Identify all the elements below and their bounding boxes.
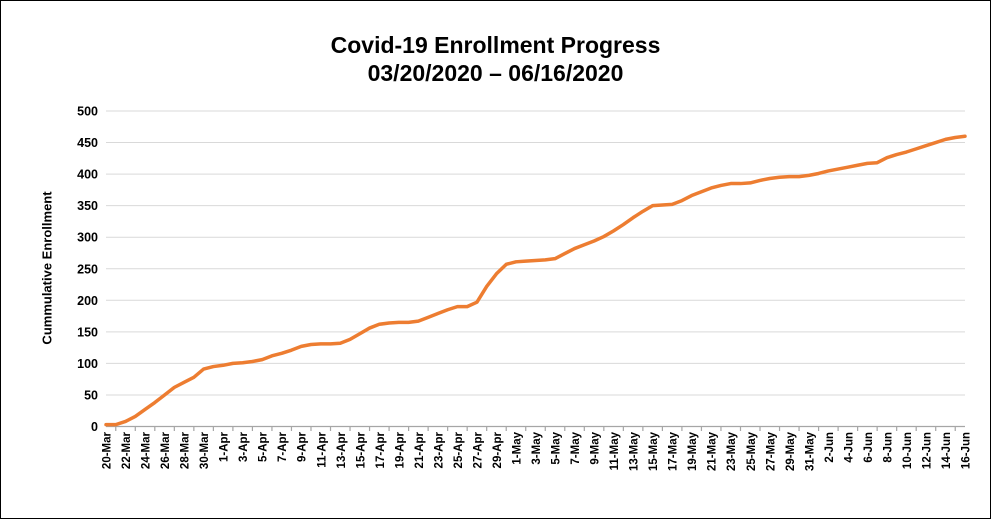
x-tick-label: 25-May <box>746 431 758 471</box>
chart-title-line2: 03/20/2020 – 06/16/2020 <box>367 60 624 87</box>
x-tick-label: 13-May <box>629 431 641 471</box>
x-tick-label: 1-May <box>511 431 523 464</box>
x-tick-label: 2-Jun <box>824 432 836 463</box>
x-tick-label: 31-May <box>804 431 816 471</box>
x-tick-label: 9-May <box>590 431 602 464</box>
x-tick-label: 13-Apr <box>336 431 348 468</box>
x-tick-label: 30-Mar <box>199 431 211 469</box>
x-tick-label: 19-May <box>687 431 699 471</box>
x-tick-label: 16-Jun <box>961 432 973 469</box>
x-tick-label: 15-May <box>648 431 660 471</box>
x-tick-label: 22-Mar <box>121 431 133 469</box>
x-tick-label: 5-Apr <box>258 431 270 462</box>
y-tick-label: 450 <box>77 136 98 150</box>
x-tick-label: 5-May <box>551 431 563 464</box>
x-tick-label: 3-Apr <box>238 431 250 462</box>
x-tick-label: 4-Jun <box>843 432 855 463</box>
x-tick-label: 28-Mar <box>180 431 192 469</box>
x-tick-label: 11-Apr <box>316 431 328 467</box>
x-tick-label: 12-Jun <box>921 432 933 469</box>
x-tick-label: 9-Apr <box>297 431 309 462</box>
x-tick-label: 27-May <box>765 431 777 471</box>
x-tick-label: 26-Mar <box>160 431 172 469</box>
chart-title-line1: Covid-19 Enrollment Progress <box>330 32 661 58</box>
y-tick-label: 400 <box>77 168 98 182</box>
x-tick-label: 29-May <box>785 431 797 471</box>
x-tick-label: 19-Apr <box>394 431 406 468</box>
y-tick-label: 300 <box>77 231 98 245</box>
x-tick-label: 24-Mar <box>141 431 153 469</box>
x-tick-label: 15-Apr <box>355 431 367 468</box>
x-tick-label: 21-Apr <box>414 431 426 468</box>
x-tick-label: 10-Jun <box>902 432 914 469</box>
y-tick-label: 0 <box>91 420 98 434</box>
y-tick-label: 100 <box>77 357 98 371</box>
y-tick-label: 500 <box>77 105 98 119</box>
y-tick-label: 350 <box>77 199 98 213</box>
x-tick-label: 17-May <box>668 431 680 471</box>
x-tick-label: 3-May <box>531 431 543 464</box>
x-tick-label: 7-Apr <box>277 431 289 462</box>
y-tick-label: 250 <box>77 262 98 276</box>
y-tick-label: 200 <box>77 294 98 308</box>
x-tick-label: 23-May <box>726 431 738 471</box>
x-tick-label: 1-Apr <box>219 431 231 462</box>
enrollment-line-series <box>104 134 967 427</box>
x-tick-label: 21-May <box>707 431 719 471</box>
x-tick-label: 17-Apr <box>375 431 387 468</box>
x-tick-label: 11-May <box>609 431 621 470</box>
x-tick-label: 14-Jun <box>941 432 953 469</box>
x-tick-label: 7-May <box>570 431 582 464</box>
x-tick-label: 29-Apr <box>492 431 504 468</box>
x-tick-label: 20-Mar <box>102 431 114 469</box>
y-tick-label: 50 <box>84 388 98 402</box>
x-tick-label: 23-Apr <box>433 431 445 468</box>
chart-title: Covid-19 Enrollment Progress 03/20/2020 … <box>1 31 990 87</box>
x-tick-label: 8-Jun <box>882 432 894 463</box>
x-tick-label: 27-Apr <box>472 431 484 468</box>
x-tick-label: 6-Jun <box>863 432 875 463</box>
x-tick-label: 25-Apr <box>453 431 465 468</box>
y-tick-label: 150 <box>77 325 98 339</box>
